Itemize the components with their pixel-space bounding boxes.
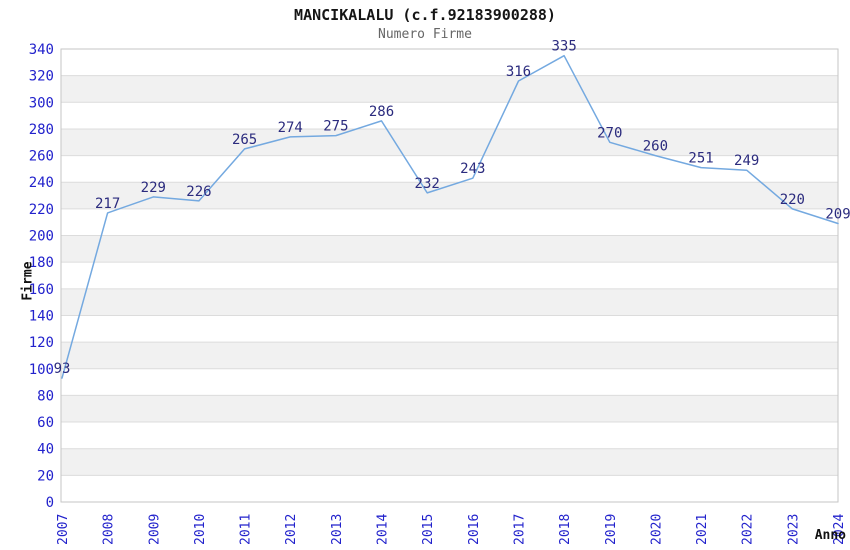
y-tick-label: 260 [29,149,54,165]
y-tick-label: 140 [29,308,54,324]
x-tick-label: 2020 [649,514,664,545]
data-label: 274 [278,120,303,136]
x-tick-label: 2015 [421,514,436,545]
plot-band [61,448,838,476]
y-tick-label: 320 [29,69,54,85]
x-tick-label: 2011 [239,514,254,545]
y-axis-title: Firme [20,261,36,301]
y-tick-label: 120 [29,335,54,351]
x-tick-label: 2012 [284,514,299,545]
y-tick-label: 100 [29,362,54,378]
x-tick-label: 2017 [512,514,527,545]
plot-band [61,422,838,449]
y-tick-label: 300 [29,95,54,111]
plot-band [61,102,838,129]
data-label: 220 [780,192,805,208]
y-tick-labels: 0 20 40 60 80 100 120 140 160 180 200 220 240 260 280 3… [29,42,54,511]
plot-band [61,368,838,396]
data-label: 226 [186,184,211,200]
plot-band [61,182,838,209]
data-label: 249 [734,153,759,169]
plot-band [61,155,838,183]
chart-subtitle: Numero Firme [378,27,472,42]
data-label: 270 [597,125,622,141]
data-label: 93 [54,361,71,377]
y-tick-label: 340 [29,42,54,58]
plot-band [61,49,838,76]
y-tick-label: 240 [29,175,54,191]
x-tick-label: 2014 [376,514,391,545]
data-label: 229 [141,180,166,196]
plot-band [61,235,838,263]
data-label: 217 [95,196,120,212]
y-tick-label: 40 [37,442,54,458]
data-label: 209 [825,207,850,223]
data-label: 232 [415,176,440,192]
y-tick-label: 20 [37,468,54,484]
y-tick-label: 0 [46,495,54,511]
x-tick-label: 2007 [56,514,71,545]
chart-title: MANCIKALALU (c.f.92183900288) [294,6,556,24]
y-tick-label: 160 [29,282,54,298]
data-label: 275 [323,119,348,135]
series-line [61,54,839,379]
x-tick-label: 2019 [604,514,619,545]
x-tick-label: 2008 [102,514,117,545]
x-tick-label: 2010 [193,514,208,545]
x-tick-label: 2021 [695,514,710,545]
data-label: 251 [688,151,713,167]
data-label: 243 [460,161,485,177]
y-tick-label: 180 [29,255,54,271]
y-tick-label: 200 [29,229,54,245]
data-label: 286 [369,104,394,120]
y-tick-label: 220 [29,202,54,218]
plot-band [61,128,838,156]
plot-band [61,262,838,289]
gridline-group [61,48,838,503]
x-tick-label: 2022 [741,514,756,545]
data-label: 316 [506,64,531,80]
band-group [61,49,838,502]
plot-band [61,395,838,423]
x-axis-title: Anno [814,528,846,543]
data-labels: 93 217 229 226 265 274 275 286 232 243 316 335 270 26… [54,39,850,377]
plot-band [61,75,838,103]
plot-band [61,288,838,316]
x-tick-label: 2013 [330,514,345,545]
x-tick-label: 2018 [558,514,573,545]
plot-band [61,315,838,343]
x-tick-label: 2024 [832,514,847,545]
plot-border [60,48,839,503]
plot-band [61,342,838,369]
data-label: 335 [551,39,576,55]
x-tick-label: 2016 [467,514,482,545]
data-label: 265 [232,132,257,148]
y-tick-label: 80 [37,388,54,404]
plot-band [61,475,838,502]
y-tick-label: 280 [29,122,54,138]
x-tick-label: 2023 [786,514,801,545]
x-tick-label: 2009 [147,514,162,545]
y-tick-label: 60 [37,415,54,431]
data-label: 260 [643,139,668,155]
plot-band [61,208,838,236]
x-tick-labels: 2007 2008 2009 2010 2011 2012 2013 2014 2015 2016… [56,514,847,545]
